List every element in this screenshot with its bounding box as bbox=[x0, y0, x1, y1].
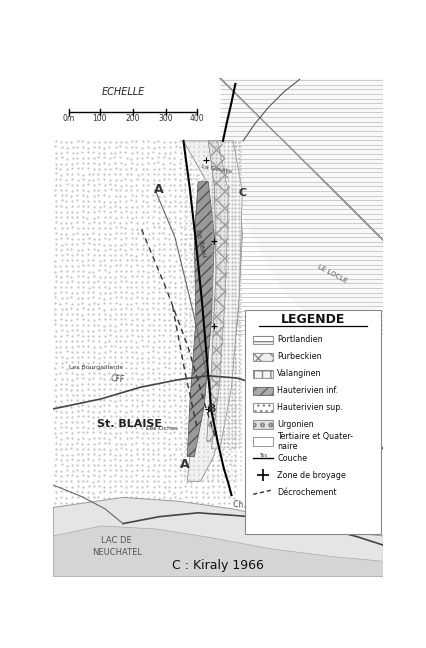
Text: Urgonien: Urgonien bbox=[277, 420, 314, 429]
Bar bbox=[253, 353, 273, 361]
Text: 100: 100 bbox=[92, 114, 107, 123]
Text: Tertiaire et Quater-
naire: Tertiaire et Quater- naire bbox=[277, 432, 353, 451]
Bar bbox=[253, 336, 273, 344]
Text: Les Bourgaillards: Les Bourgaillards bbox=[69, 365, 123, 370]
Text: Couche: Couche bbox=[277, 454, 307, 463]
Text: St. BLAISE: St. BLAISE bbox=[98, 419, 162, 430]
Text: CFF: CFF bbox=[111, 374, 125, 384]
Bar bbox=[253, 369, 273, 378]
Text: A: A bbox=[180, 458, 190, 471]
Bar bbox=[253, 404, 273, 412]
Text: 200: 200 bbox=[126, 114, 140, 123]
Text: Valanginen: Valanginen bbox=[277, 369, 322, 378]
Bar bbox=[253, 386, 273, 395]
Bar bbox=[253, 421, 273, 429]
Polygon shape bbox=[187, 181, 214, 457]
Text: Tss: Tss bbox=[259, 452, 268, 457]
Text: Décrochement: Décrochement bbox=[277, 487, 337, 496]
Text: LAC DE
NEUCHATEL: LAC DE NEUCHATEL bbox=[92, 537, 142, 557]
Polygon shape bbox=[53, 526, 383, 577]
Polygon shape bbox=[53, 498, 383, 577]
Text: C : Kiraly 1966: C : Kiraly 1966 bbox=[173, 559, 264, 572]
Bar bbox=[253, 369, 273, 378]
Polygon shape bbox=[220, 78, 383, 336]
Text: Les Oches: Les Oches bbox=[146, 426, 178, 431]
Text: La Goutte: La Goutte bbox=[201, 164, 232, 174]
Text: B: B bbox=[208, 404, 217, 414]
Text: 0m: 0m bbox=[63, 114, 75, 123]
Polygon shape bbox=[211, 141, 242, 449]
Text: Ch. defer: Ch. defer bbox=[233, 500, 268, 511]
Text: ECHELLE: ECHELLE bbox=[101, 87, 144, 97]
Bar bbox=[253, 404, 273, 412]
Text: C: C bbox=[239, 189, 247, 198]
Bar bbox=[253, 386, 273, 395]
Text: Route: Route bbox=[295, 366, 316, 380]
Text: 400: 400 bbox=[189, 114, 204, 123]
Bar bbox=[253, 353, 273, 361]
Polygon shape bbox=[184, 141, 242, 481]
Bar bbox=[253, 421, 273, 429]
Text: A: A bbox=[154, 183, 164, 196]
Text: 300: 300 bbox=[158, 114, 173, 123]
Text: Zone de broyage: Zone de broyage bbox=[277, 470, 346, 480]
Text: LEGENDE: LEGENDE bbox=[281, 314, 345, 327]
Text: En Reau: En Reau bbox=[194, 228, 207, 257]
Text: Portlandien: Portlandien bbox=[277, 336, 323, 345]
Text: Hauterivien sup.: Hauterivien sup. bbox=[277, 403, 343, 412]
Polygon shape bbox=[207, 141, 230, 441]
Text: Hauterivien inf.: Hauterivien inf. bbox=[277, 386, 338, 395]
Bar bbox=[245, 310, 381, 533]
Bar bbox=[253, 336, 273, 344]
Text: Purbeckien: Purbeckien bbox=[277, 353, 322, 362]
Bar bbox=[253, 437, 273, 446]
Text: LE LOCLE: LE LOCLE bbox=[317, 264, 348, 284]
